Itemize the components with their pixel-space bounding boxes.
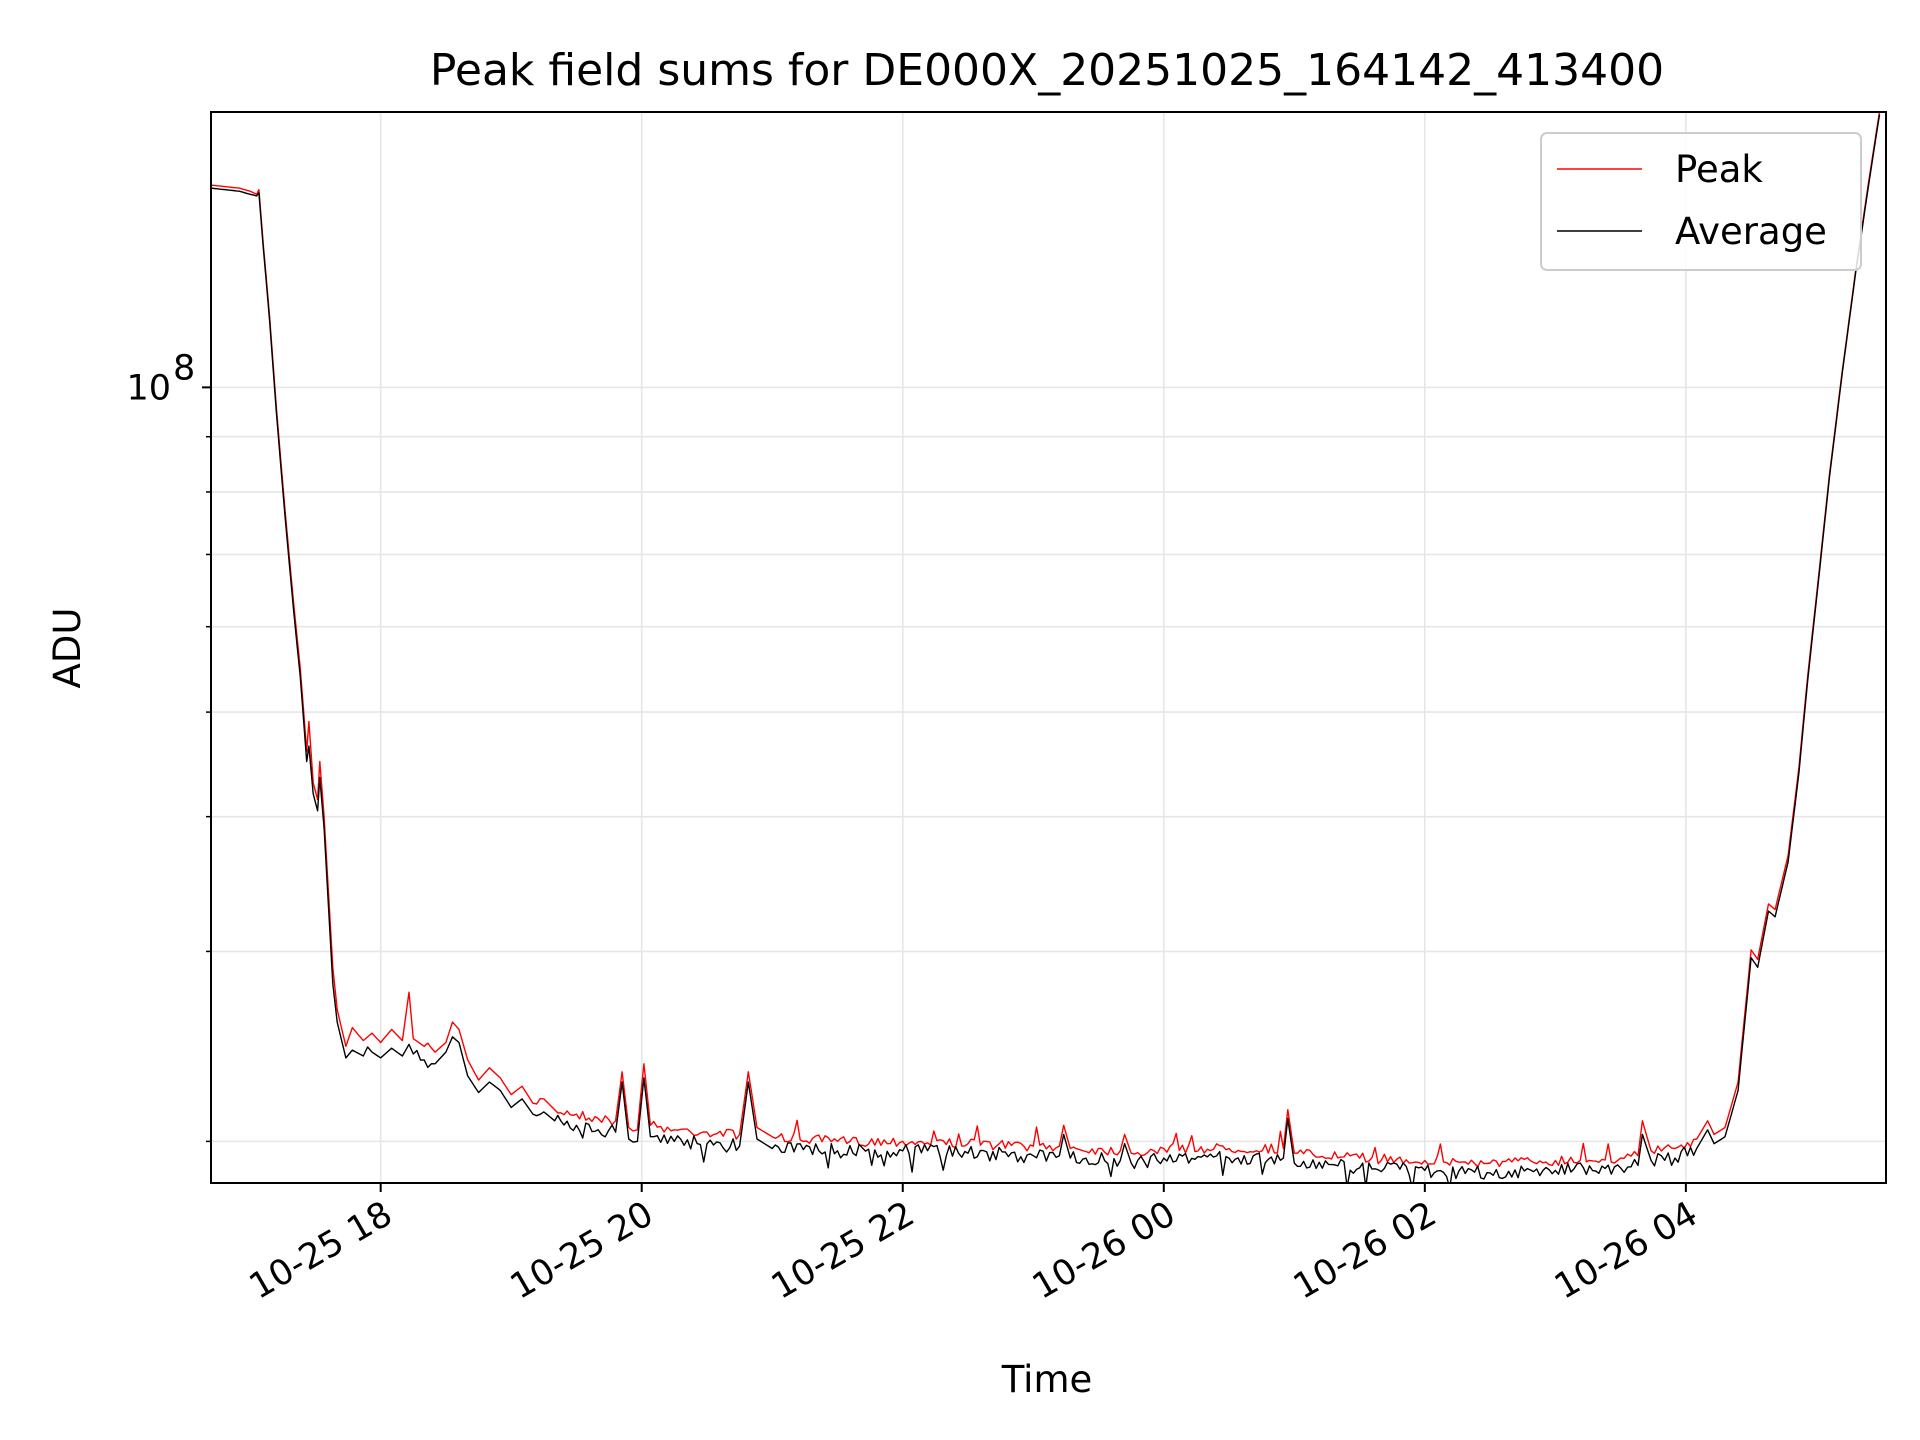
legend-label-average: Average <box>1675 210 1827 253</box>
legend-box <box>1540 132 1862 271</box>
y-tick-label-base: 10 <box>126 368 171 408</box>
series-line-average <box>211 114 1881 1183</box>
plot-area-frame <box>210 111 1887 1184</box>
grid-lines <box>211 112 1886 1183</box>
legend-label-peak: Peak <box>1675 148 1763 191</box>
y-axis-label: ADU <box>46 608 89 689</box>
x-axis-label: Time <box>1001 1358 1093 1401</box>
y-tick-label-exponent: 8 <box>173 348 195 388</box>
series-line-peak <box>211 112 1881 1168</box>
legend: Peak Average <box>1540 132 1862 271</box>
plot-series <box>211 112 1881 1183</box>
chart-title: Peak field sums for DE000X_20251025_1641… <box>430 45 1664 96</box>
